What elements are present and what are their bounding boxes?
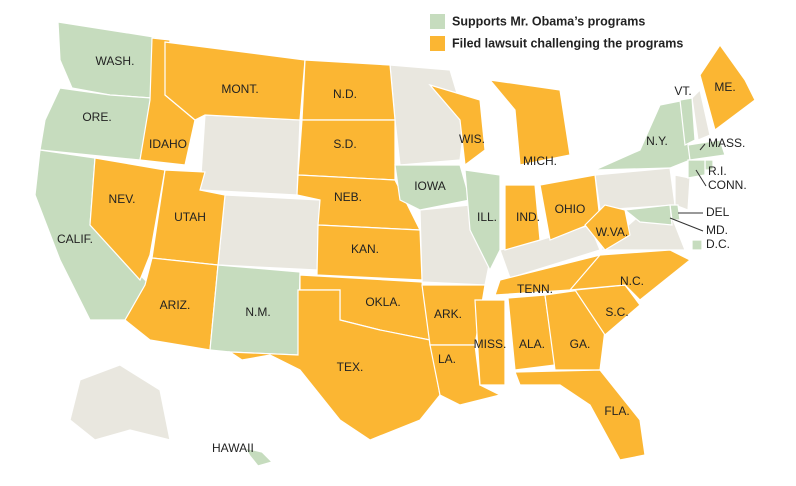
state-label: ARIZ. bbox=[160, 298, 191, 312]
state-shape bbox=[217, 194, 321, 271]
state-shape bbox=[594, 167, 676, 211]
state-shape bbox=[316, 224, 423, 281]
state-shape bbox=[584, 204, 631, 251]
state-shape bbox=[464, 169, 501, 272]
state-shape bbox=[514, 369, 646, 461]
state-label: OKLA. bbox=[365, 295, 400, 309]
state-label: KAN. bbox=[351, 242, 379, 256]
state-label: WASH. bbox=[96, 54, 135, 68]
state-shape bbox=[89, 157, 166, 282]
state-label: S.C. bbox=[605, 305, 628, 319]
state-label: ARK. bbox=[434, 307, 462, 321]
state-label: FLA. bbox=[604, 404, 629, 418]
states: WASH. ORE. CALIF. IDAHO NEV. MONT. UTAH ARIZ. N.… bbox=[34, 21, 756, 467]
state-label: MASS. bbox=[708, 136, 745, 150]
state-shape bbox=[687, 159, 706, 179]
state-label: CALIF. bbox=[57, 232, 93, 246]
legend-label: Filed lawsuit challenging the programs bbox=[452, 36, 683, 50]
state-label: R.I. bbox=[708, 164, 727, 178]
state-label: UTAH bbox=[174, 210, 206, 224]
state-label: GA. bbox=[570, 337, 591, 351]
state-shape bbox=[227, 289, 441, 441]
state-shape bbox=[488, 79, 571, 166]
state-shape bbox=[199, 114, 301, 196]
state-shape bbox=[623, 204, 673, 226]
state-label: MICH. bbox=[523, 154, 557, 168]
state-label: IND. bbox=[516, 210, 540, 224]
leader-line bbox=[669, 217, 704, 232]
state-label: NEV. bbox=[109, 192, 136, 206]
state-shape bbox=[674, 174, 691, 211]
state-label: N.C. bbox=[620, 274, 644, 288]
state-label: LA. bbox=[438, 352, 456, 366]
state-label: OHIO bbox=[555, 202, 586, 216]
state-shape bbox=[69, 364, 171, 441]
state-label: TENN. bbox=[517, 282, 553, 296]
state-label: ME. bbox=[714, 80, 735, 94]
state-shape bbox=[428, 83, 486, 167]
state-label: S.D. bbox=[333, 137, 356, 151]
state-label: D.C. bbox=[706, 237, 730, 251]
legend-swatch bbox=[430, 14, 445, 29]
state-label: MISS. bbox=[474, 337, 507, 351]
state-label: VT. bbox=[674, 84, 691, 98]
state-shape bbox=[389, 64, 466, 166]
state-shape bbox=[164, 41, 306, 121]
state-shape bbox=[699, 43, 756, 132]
state-label: HAWAII bbox=[212, 441, 254, 455]
state-label: ORE. bbox=[82, 110, 111, 124]
state-label: NEB. bbox=[334, 190, 362, 204]
state-shape bbox=[568, 249, 692, 301]
legend-swatch bbox=[430, 36, 445, 51]
state-label: CONN. bbox=[708, 178, 747, 192]
state-shape bbox=[504, 184, 541, 251]
state-label: MONT. bbox=[221, 82, 258, 96]
legend: Supports Mr. Obama’s programs Filed lawsu… bbox=[430, 14, 683, 51]
state-label: DEL bbox=[706, 205, 730, 219]
state-shape bbox=[394, 164, 471, 211]
state-shape bbox=[474, 299, 506, 386]
state-label: WIS. bbox=[459, 132, 485, 146]
state-shape bbox=[691, 88, 711, 141]
leader-line bbox=[695, 169, 707, 187]
state-label: N.Y. bbox=[646, 134, 668, 148]
state-shape bbox=[429, 344, 502, 406]
state-label: N.M. bbox=[245, 305, 270, 319]
state-label: MD. bbox=[706, 223, 728, 237]
state-label: N.D. bbox=[333, 87, 357, 101]
state-label: IOWA bbox=[414, 179, 446, 193]
state-label: W.VA. bbox=[596, 225, 628, 239]
state-label: ILL. bbox=[477, 210, 497, 224]
state-shape bbox=[691, 239, 703, 251]
leader-line bbox=[699, 143, 706, 151]
state-shape bbox=[243, 447, 274, 467]
state-label: ALA. bbox=[519, 337, 545, 351]
state-shape bbox=[594, 99, 691, 171]
legend-label: Supports Mr. Obama’s programs bbox=[452, 14, 645, 28]
state-shape bbox=[687, 139, 726, 161]
state-label: TEX. bbox=[337, 360, 364, 374]
state-shape bbox=[679, 97, 696, 146]
state-label: IDAHO bbox=[149, 137, 187, 151]
